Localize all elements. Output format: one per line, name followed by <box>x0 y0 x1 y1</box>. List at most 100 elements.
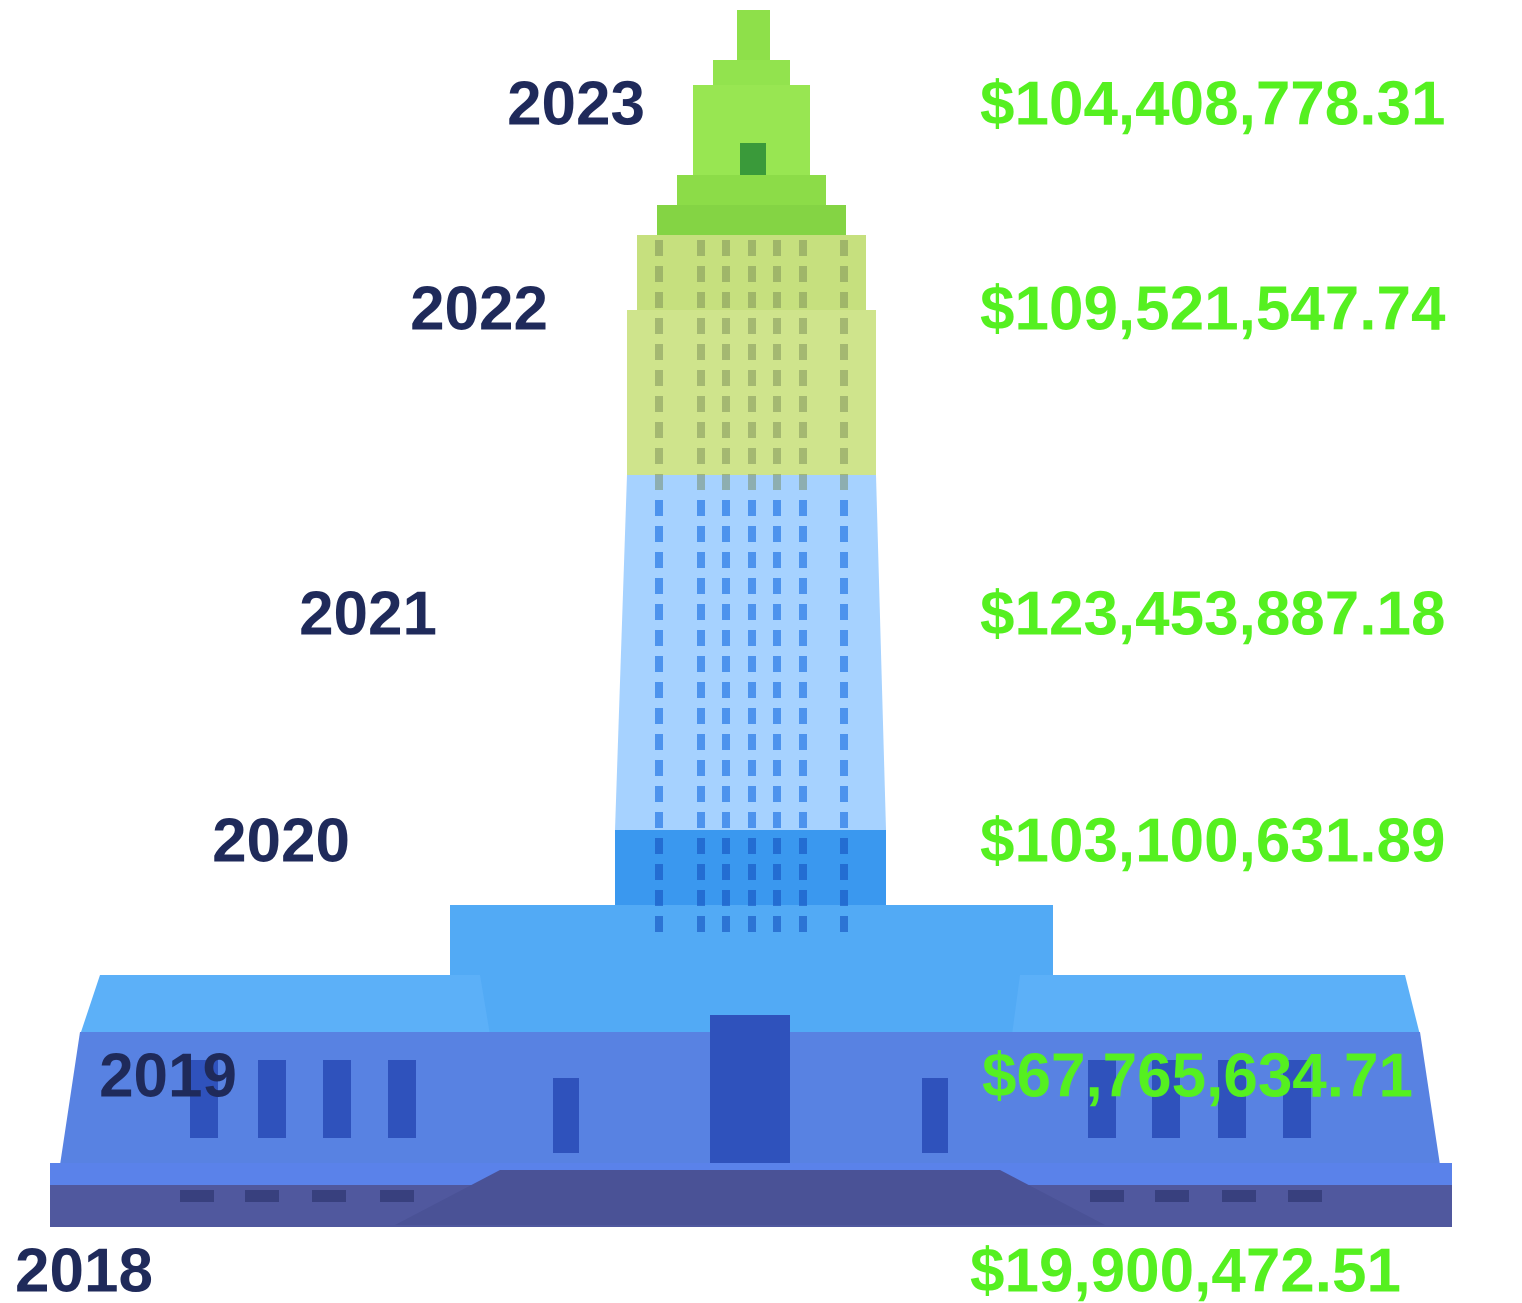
window <box>722 266 730 282</box>
window <box>722 890 730 906</box>
window <box>773 266 781 282</box>
window <box>840 604 848 620</box>
window <box>773 812 781 828</box>
window <box>748 682 756 698</box>
window <box>722 734 730 750</box>
window <box>799 266 807 282</box>
window <box>722 552 730 568</box>
window <box>323 1060 351 1138</box>
window <box>773 344 781 360</box>
window <box>840 266 848 282</box>
window <box>655 864 663 880</box>
window <box>722 838 730 854</box>
window <box>697 656 705 672</box>
spire <box>737 10 770 62</box>
window <box>697 864 705 880</box>
window <box>655 422 663 438</box>
window <box>722 864 730 880</box>
window <box>655 396 663 412</box>
amount-label: $103,100,631.89 <box>980 806 1445 875</box>
window <box>799 552 807 568</box>
window <box>773 526 781 542</box>
window <box>773 864 781 880</box>
tower-middle <box>615 475 886 830</box>
window <box>697 292 705 308</box>
window <box>655 578 663 594</box>
window <box>799 890 807 906</box>
window <box>655 656 663 672</box>
window <box>697 916 705 932</box>
window <box>697 734 705 750</box>
window <box>722 370 730 386</box>
window <box>748 760 756 776</box>
window <box>840 838 848 854</box>
window <box>722 292 730 308</box>
window <box>773 318 781 334</box>
year-label: 2023 <box>507 69 645 138</box>
window <box>697 396 705 412</box>
window <box>773 786 781 802</box>
window <box>799 734 807 750</box>
window <box>722 500 730 516</box>
amount-label: $67,765,634.71 <box>982 1041 1413 1110</box>
window <box>748 318 756 334</box>
window <box>840 344 848 360</box>
vent <box>245 1190 279 1202</box>
window <box>697 682 705 698</box>
year-label: 2019 <box>99 1041 237 1110</box>
window <box>697 578 705 594</box>
window <box>655 630 663 646</box>
left-wing <box>80 975 490 1035</box>
window <box>697 500 705 516</box>
window <box>190 1060 218 1138</box>
window <box>773 838 781 854</box>
window <box>840 708 848 724</box>
window <box>840 318 848 334</box>
window <box>697 266 705 282</box>
window <box>655 786 663 802</box>
window <box>773 396 781 412</box>
window <box>697 526 705 542</box>
window <box>773 656 781 672</box>
window <box>799 864 807 880</box>
window <box>773 370 781 386</box>
window <box>655 240 663 256</box>
window <box>748 864 756 880</box>
window <box>799 474 807 490</box>
window <box>1283 1060 1311 1138</box>
window <box>773 760 781 776</box>
window <box>748 474 756 490</box>
spire <box>713 60 790 87</box>
window <box>655 812 663 828</box>
window <box>773 734 781 750</box>
window <box>1088 1060 1116 1138</box>
window <box>655 708 663 724</box>
window <box>655 734 663 750</box>
window <box>388 1060 416 1138</box>
window <box>840 526 848 542</box>
window <box>799 786 807 802</box>
window <box>748 916 756 932</box>
window <box>773 292 781 308</box>
window <box>748 630 756 646</box>
window <box>840 448 848 464</box>
window <box>722 916 730 932</box>
window <box>773 604 781 620</box>
window <box>748 422 756 438</box>
window <box>799 370 807 386</box>
window <box>748 370 756 386</box>
window <box>655 344 663 360</box>
spire <box>677 175 826 207</box>
window <box>773 474 781 490</box>
vent <box>1155 1190 1189 1202</box>
window <box>773 630 781 646</box>
window <box>773 890 781 906</box>
window <box>840 370 848 386</box>
window <box>697 552 705 568</box>
window <box>773 708 781 724</box>
window <box>840 578 848 594</box>
window <box>655 682 663 698</box>
window <box>840 396 848 412</box>
window <box>655 266 663 282</box>
window <box>748 500 756 516</box>
